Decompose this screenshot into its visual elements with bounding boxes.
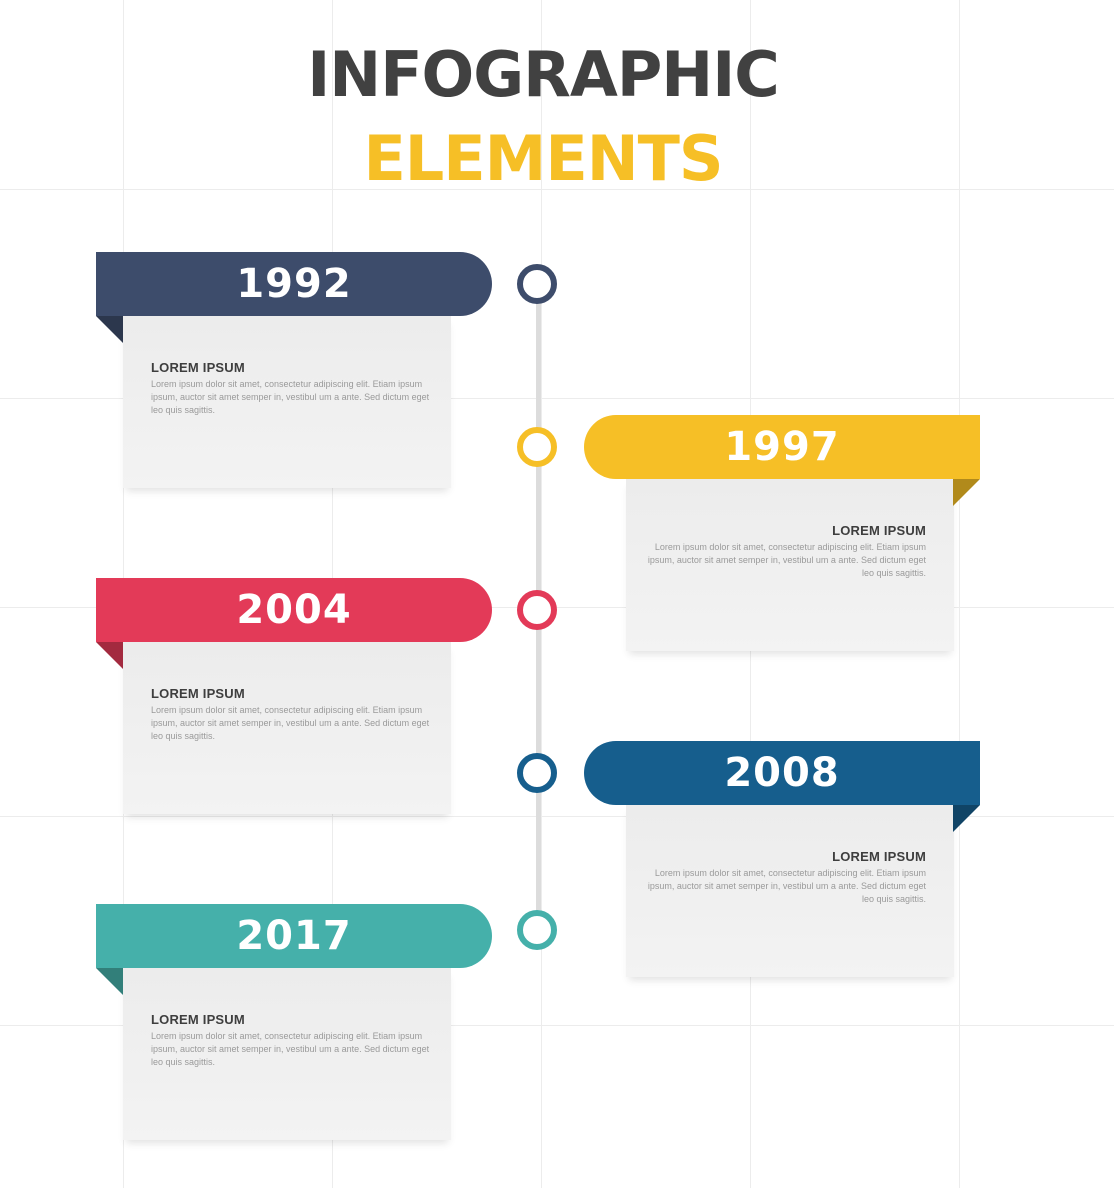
year-banner-2008: 2008 bbox=[584, 741, 980, 805]
timeline-node-1992 bbox=[517, 264, 557, 304]
card-body-text: Lorem ipsum dolor sit amet, consectetur … bbox=[647, 542, 926, 578]
card-heading: LOREM IPSUM bbox=[832, 523, 926, 538]
infographic-title-line-1: INFOGRAPHIC bbox=[307, 38, 780, 111]
infographic-title-line-2: ELEMENTS bbox=[363, 122, 723, 195]
timeline-card-1992: LOREM IPSUM Lorem ipsum dolor sit amet, … bbox=[123, 316, 451, 488]
timeline-node-1997 bbox=[517, 427, 557, 467]
card-body-text: Lorem ipsum dolor sit amet, consectetur … bbox=[647, 868, 926, 904]
timeline-card-1997: LOREM IPSUM Lorem ipsum dolor sit amet, … bbox=[626, 479, 954, 651]
year-banner-2017: 2017 bbox=[96, 904, 492, 968]
timeline-node-2004 bbox=[517, 590, 557, 630]
year-label: 1997 bbox=[724, 424, 840, 470]
card-heading: LOREM IPSUM bbox=[151, 686, 245, 701]
card-body-text: Lorem ipsum dolor sit amet, consectetur … bbox=[151, 1031, 430, 1067]
year-label: 2008 bbox=[724, 750, 840, 796]
timeline-card-2008: LOREM IPSUM Lorem ipsum dolor sit amet, … bbox=[626, 805, 954, 977]
card-heading: LOREM IPSUM bbox=[151, 1012, 245, 1027]
timeline-node-2017 bbox=[517, 910, 557, 950]
year-label: 2017 bbox=[236, 913, 352, 959]
card-heading: LOREM IPSUM bbox=[832, 849, 926, 864]
banner-fold bbox=[96, 642, 123, 669]
banner-fold bbox=[953, 479, 980, 506]
year-banner-1992: 1992 bbox=[96, 252, 492, 316]
banner-fold bbox=[96, 968, 123, 995]
banner-fold bbox=[96, 316, 123, 343]
timeline-card-2017: LOREM IPSUM Lorem ipsum dolor sit amet, … bbox=[123, 968, 451, 1140]
year-label: 2004 bbox=[236, 587, 352, 633]
year-banner-1997: 1997 bbox=[584, 415, 980, 479]
banner-fold bbox=[953, 805, 980, 832]
card-body-text: Lorem ipsum dolor sit amet, consectetur … bbox=[151, 379, 430, 415]
card-body-text: Lorem ipsum dolor sit amet, consectetur … bbox=[151, 705, 430, 741]
card-heading: LOREM IPSUM bbox=[151, 360, 245, 375]
timeline-card-2004: LOREM IPSUM Lorem ipsum dolor sit amet, … bbox=[123, 642, 451, 814]
timeline-node-2008 bbox=[517, 753, 557, 793]
year-label: 1992 bbox=[236, 261, 352, 307]
year-banner-2004: 2004 bbox=[96, 578, 492, 642]
